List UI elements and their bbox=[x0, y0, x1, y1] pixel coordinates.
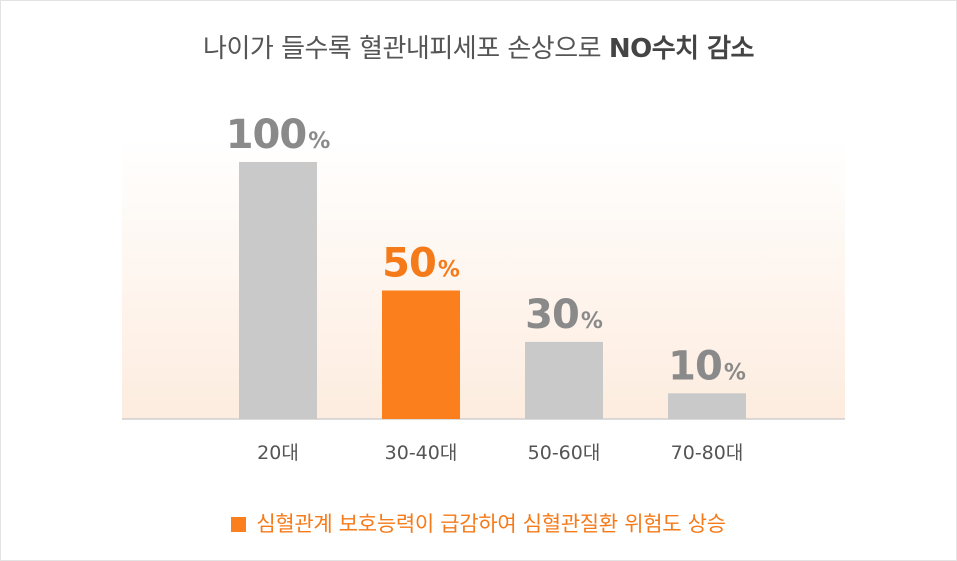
chart-title-emphasis: NO수치 감소 bbox=[608, 34, 755, 64]
bar-3 bbox=[525, 341, 603, 419]
chart-title: 나이가 들수록 혈관내피세포 손상으로 NO수치 감소 bbox=[0, 28, 957, 65]
value-label-3: 30% bbox=[525, 292, 603, 338]
legend-text: 심혈관계 보호능력이 급감하여 심혈관질환 위험도 상승 bbox=[256, 512, 726, 536]
category-label-3: 50-60대 bbox=[528, 442, 601, 464]
category-label-2: 30-40대 bbox=[385, 442, 458, 464]
legend-swatch bbox=[231, 517, 247, 532]
bar-2 bbox=[382, 290, 460, 419]
chart-title-prefix: 나이가 들수록 혈관내피세포 손상으로 bbox=[203, 34, 609, 64]
value-label-4: 10% bbox=[668, 343, 746, 389]
value-label-1: 100% bbox=[226, 112, 331, 158]
category-label-4: 70-80대 bbox=[671, 442, 744, 464]
category-label-1: 20대 bbox=[257, 442, 299, 464]
value-label-2: 50% bbox=[382, 241, 460, 287]
bar-1 bbox=[239, 162, 317, 419]
legend: 심혈관계 보호능력이 급감하여 심혈관질환 위험도 상승 bbox=[0, 508, 957, 538]
bar-4 bbox=[668, 393, 746, 419]
